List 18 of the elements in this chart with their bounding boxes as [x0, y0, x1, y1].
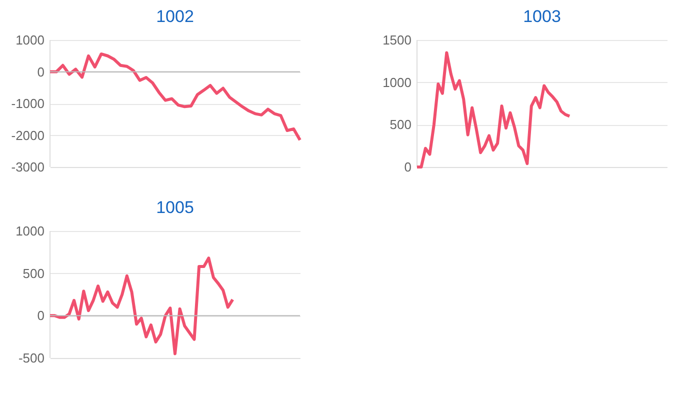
y-tick-label: 1000	[382, 74, 412, 90]
y-tick-label: 500	[22, 266, 44, 281]
y-tick-label: 0	[404, 160, 412, 174]
chart-title: 1003	[523, 7, 561, 26]
y-tick-label: -500	[18, 350, 44, 366]
y-tick-label: -3000	[11, 160, 44, 174]
y-tick-label: -1000	[11, 96, 44, 111]
line-series	[48, 52, 302, 142]
y-tick-label: 0	[37, 64, 44, 80]
chart-title: 1005	[156, 198, 194, 217]
y-tick-label: 1500	[382, 32, 412, 48]
y-tick-label: 1000	[16, 224, 44, 238]
line-series	[48, 256, 234, 356]
chart-title: 1002	[156, 7, 194, 26]
y-tick-label: 0	[37, 308, 44, 324]
y-tick-label: 1000	[16, 32, 44, 48]
y-tick-label: -2000	[11, 128, 44, 143]
y-tick-label: 500	[390, 117, 412, 132]
